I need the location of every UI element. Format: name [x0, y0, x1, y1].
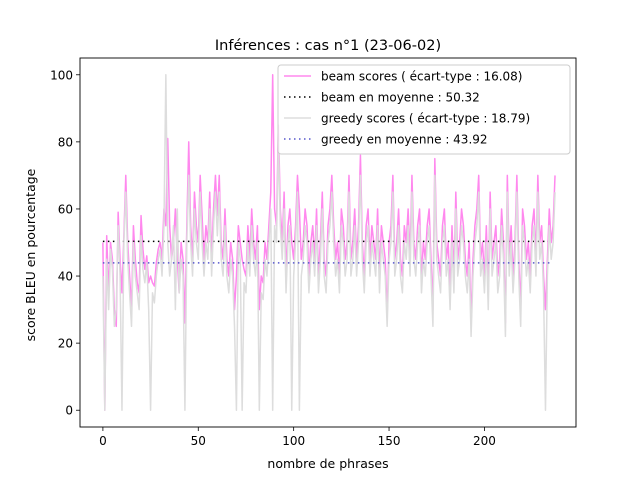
y-tick-label: 80: [58, 135, 73, 149]
x-axis-label: nombre de phrases: [267, 456, 388, 471]
x-tick-label: 150: [378, 434, 401, 448]
legend-label-2: greedy scores ( écart-type : 18.79): [321, 112, 530, 126]
legend-label-3: greedy en moyenne : 43.92: [321, 133, 488, 147]
series-line-2: [102, 74, 556, 411]
y-tick-label: 60: [58, 202, 73, 216]
y-axis: 0 20 40 60 80 100: [50, 68, 80, 418]
x-tick-label: 0: [99, 434, 107, 448]
x-tick-label: 100: [282, 434, 305, 448]
legend-label-0: beam scores ( écart-type : 16.08): [321, 70, 522, 84]
plot-area: [79, 57, 577, 428]
x-axis: 0 50 100 150 200: [99, 427, 496, 448]
y-tick-label: 100: [50, 68, 73, 82]
legend-label-1: beam en moyenne : 50.32: [321, 91, 480, 105]
x-tick-label: 200: [473, 434, 496, 448]
y-tick-label: 20: [58, 337, 73, 351]
y-axis-label: score BLEU en pourcentage: [23, 168, 38, 341]
legend-box: [277, 64, 571, 155]
legend: beam scores ( écart-type : 16.08) beam en…: [277, 64, 571, 155]
plot-frame: [79, 57, 577, 428]
y-tick-label: 0: [65, 404, 73, 418]
chart-title: Inférences : cas n°1 (23-06-02): [215, 38, 441, 54]
y-tick-label: 40: [58, 270, 73, 284]
x-tick-label: 50: [191, 434, 206, 448]
